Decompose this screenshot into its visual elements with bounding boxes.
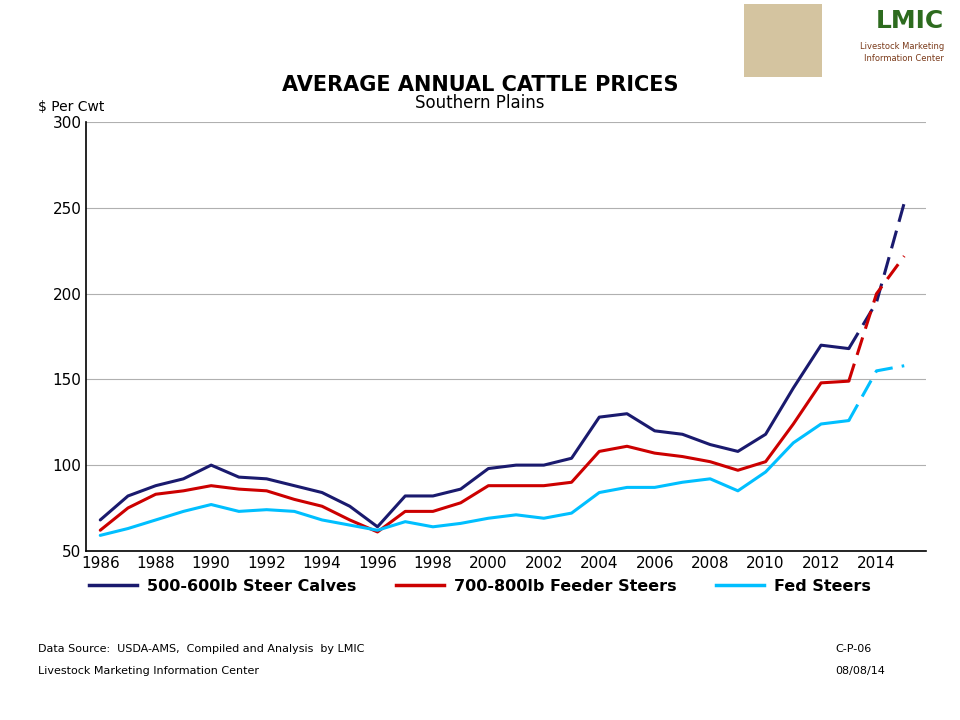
FancyBboxPatch shape: [744, 4, 823, 77]
Legend: 500-600lb Steer Calves, 700-800lb Feeder Steers, Fed Steers: 500-600lb Steer Calves, 700-800lb Feeder…: [83, 572, 877, 600]
Text: C-P-06: C-P-06: [835, 644, 872, 654]
Text: $ Per Cwt: $ Per Cwt: [38, 100, 105, 114]
Text: Livestock Marketing Information Center: Livestock Marketing Information Center: [38, 666, 259, 676]
Text: AVERAGE ANNUAL CATTLE PRICES: AVERAGE ANNUAL CATTLE PRICES: [281, 75, 679, 95]
Text: Southern Plains: Southern Plains: [416, 94, 544, 112]
Text: Livestock Marketing
Information Center: Livestock Marketing Information Center: [860, 42, 945, 63]
Text: 08/08/14: 08/08/14: [835, 666, 885, 676]
Text: Data Source:  USDA-AMS,  Compiled and Analysis  by LMIC: Data Source: USDA-AMS, Compiled and Anal…: [38, 644, 365, 654]
Text: LMIC: LMIC: [876, 9, 945, 33]
